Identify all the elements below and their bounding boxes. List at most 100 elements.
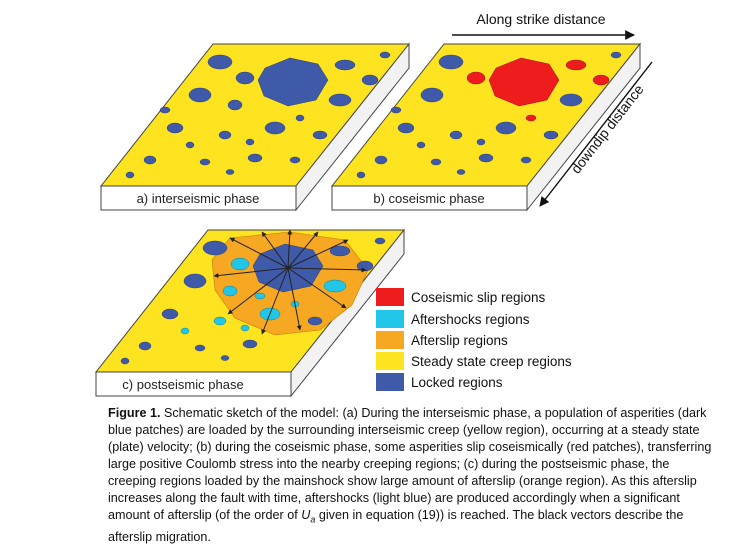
panel-c-aftershock — [254, 292, 266, 300]
legend-item-coseismic: Coseismic slip regions — [376, 288, 546, 306]
panel-a-asperity — [334, 59, 356, 71]
panel-c-asperity — [307, 316, 323, 326]
panel-a-asperity — [159, 106, 171, 114]
panel-c-aftershock — [230, 257, 250, 271]
panel-a-front — [100, 185, 297, 211]
along-strike-label: Along strike distance — [476, 11, 605, 27]
panel-a-asperity — [207, 54, 233, 70]
panel-c-asperity — [374, 237, 386, 245]
legend-swatch-locked — [376, 373, 404, 391]
panel-b-asperity — [374, 155, 388, 165]
afterslip-vector — [287, 267, 367, 273]
legend-label-afterslip: Afterslip regions — [411, 333, 508, 348]
panel-b-asperity — [449, 130, 463, 140]
panel-a-asperity — [125, 171, 135, 179]
afterslip-vector — [261, 231, 289, 269]
panel-b-asperity — [478, 153, 494, 163]
panel-a-asperity — [247, 153, 263, 163]
panel-c-asperity — [138, 341, 152, 351]
panel-b-coseismic-patch — [525, 114, 537, 122]
legend-label-aftershocks: Aftershocks regions — [411, 312, 530, 327]
panel-c-asperity — [161, 308, 179, 320]
ua-symbol: Ua — [301, 508, 316, 525]
panel-a-locked-asperities — [125, 51, 391, 179]
panel-c-label: c) postseismic phase — [122, 377, 243, 392]
panel-b-asperity — [559, 93, 583, 107]
panel-a-asperity — [185, 141, 195, 149]
panel-c-asperity — [194, 344, 206, 352]
panel-a-asperity — [188, 87, 212, 103]
panel-c-aftershock-patches — [180, 257, 347, 335]
panel-a-asperity — [379, 51, 391, 59]
panel-b: b) coseismic phase — [330, 42, 642, 212]
panel-b-asperity — [610, 51, 622, 59]
panel-c-asperity — [183, 273, 207, 289]
panel-c-asperity — [202, 240, 228, 256]
panel-b-locked-asperities — [356, 51, 622, 179]
downdip-arrow — [539, 61, 653, 207]
panel-c-asperity — [120, 357, 130, 365]
caption-text-main: Schematic sketch of the model: (a) Durin… — [108, 406, 712, 522]
panel-b-asperity — [416, 141, 426, 149]
afterslip-vector — [287, 239, 349, 269]
legend-label-coseismic: Coseismic slip regions — [411, 290, 546, 305]
panel-b-asperity — [390, 106, 402, 114]
panel-c-asperity — [220, 355, 230, 361]
along-strike-axis: Along strike distance — [452, 11, 635, 40]
panel-a: a) interseismic phase — [99, 42, 411, 212]
panel-a-asperity — [143, 155, 157, 165]
panel-b-asperity — [456, 169, 466, 175]
panel-a-asperity — [166, 122, 184, 134]
afterslip-vector — [287, 267, 302, 331]
panel-b-asperity — [420, 87, 444, 103]
panel-b-asperity — [476, 138, 486, 146]
panel-a-main-asperity — [257, 57, 329, 107]
panel-a-asperity — [245, 138, 255, 146]
panel-c-afterslip-vectors — [213, 229, 367, 335]
legend-item-aftershocks: Aftershocks regions — [376, 310, 530, 328]
panel-b-asperity — [543, 130, 559, 140]
legend-item-locked: Locked regions — [376, 373, 503, 391]
legend-label-creep: Steady state creep regions — [411, 354, 572, 369]
legend-label-locked: Locked regions — [411, 375, 503, 390]
afterslip-vector — [287, 267, 347, 309]
panel-c-aftershock — [222, 285, 238, 297]
panel-b-asperity — [438, 54, 464, 70]
afterslip-vector — [287, 229, 293, 269]
panel-c-aftershock — [240, 324, 250, 332]
panel-c-front — [95, 371, 292, 397]
panel-b-coseismic-patches — [466, 57, 610, 122]
panel-a-asperity — [218, 130, 232, 140]
legend-item-creep: Steady state creep regions — [376, 352, 572, 370]
panel-b-coseismic-patch — [565, 59, 587, 71]
panel-a-asperity — [264, 121, 286, 135]
panel-b-coseismic-patch — [592, 74, 610, 86]
legend-swatch-aftershocks — [376, 310, 404, 328]
model-schematic: Along strike distance downdip distance — [94, 11, 653, 398]
panel-a-asperity — [295, 114, 305, 122]
panel-b-label: b) coseismic phase — [373, 191, 484, 206]
afterslip-vector — [287, 231, 319, 269]
panel-c: c) postseismic phase — [94, 228, 406, 398]
panel-a-asperity — [199, 158, 211, 166]
panel-b-asperity — [495, 121, 517, 135]
legend-swatch-afterslip — [376, 331, 404, 349]
panel-b-asperity — [397, 122, 415, 134]
panel-c-asperity — [329, 245, 351, 257]
legend-swatch-coseismic — [376, 288, 404, 306]
legend-swatch-creep — [376, 352, 404, 370]
panel-c-aftershock — [213, 316, 227, 326]
legend: Coseismic slip regions Aftershocks regio… — [376, 288, 572, 391]
legend-item-afterslip: Afterslip regions — [376, 331, 508, 349]
afterslip-vector — [227, 267, 289, 315]
panel-b-asperity — [520, 156, 532, 164]
panel-c-asperity — [242, 339, 258, 349]
figure-caption: Figure 1. Schematic sketch of the model:… — [108, 405, 718, 546]
panel-a-asperity — [328, 93, 352, 107]
panel-a-asperity — [361, 74, 379, 86]
panel-b-front — [331, 185, 528, 211]
afterslip-vector — [213, 267, 289, 279]
panel-b-coseismic-patch — [466, 71, 486, 85]
panel-a-asperity — [289, 156, 301, 164]
panel-b-asperity — [356, 171, 366, 179]
